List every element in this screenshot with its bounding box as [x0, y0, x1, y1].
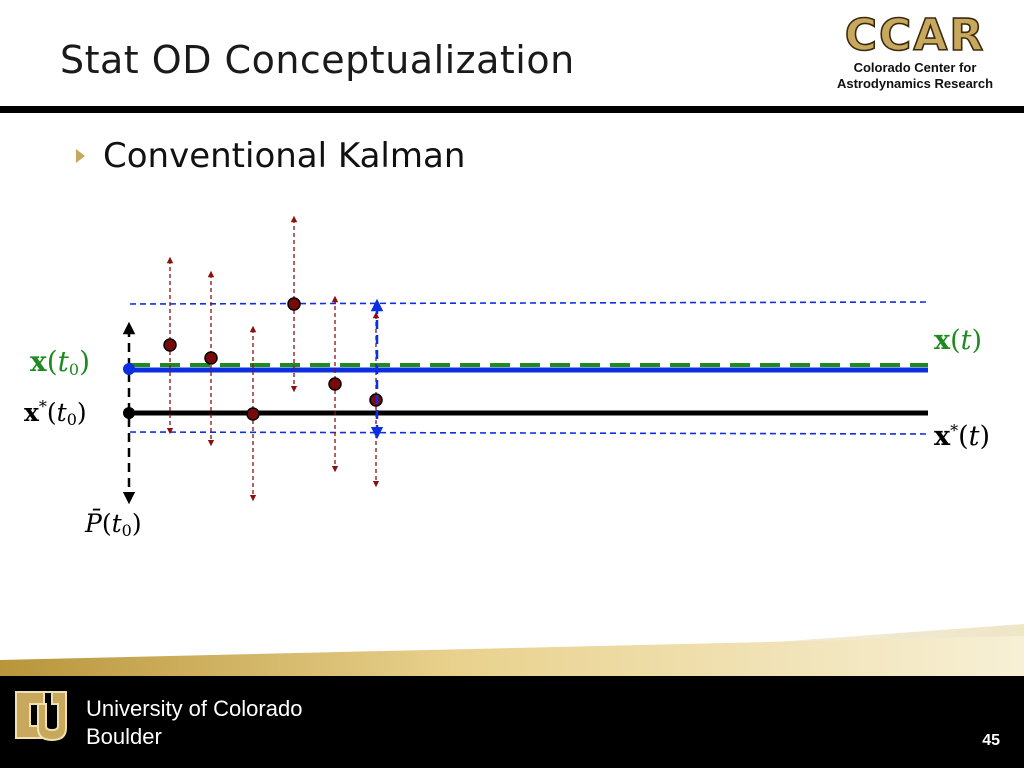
label-xstar-t: x*(t)	[934, 421, 991, 452]
ccar-logo-letters: CCAR	[844, 10, 986, 61]
footer-gold-band	[0, 624, 1024, 684]
label-xstar-t-sup: *	[950, 421, 959, 440]
observation-point	[246, 407, 260, 421]
label-pbar-t0-arg: t	[111, 509, 122, 538]
ccar-logo: CCAR Colorado Center for Astrodynamics R…	[820, 10, 1010, 92]
label-xstar-t0-sup: *	[38, 397, 47, 416]
label-pbar-t0-sub: 0	[121, 521, 132, 540]
label-x-t-symbol: x	[934, 325, 951, 356]
label-xstar-t0-arg: t	[56, 398, 67, 427]
label-xstar-t-symbol: x	[934, 421, 951, 452]
label-x-t-arg: t	[960, 325, 972, 356]
observations	[163, 215, 383, 502]
label-xstar-t0: x*(t0)	[24, 397, 87, 429]
label-pbar-t0: P̄(t0)	[85, 509, 142, 540]
observation-point	[163, 338, 177, 352]
kalman-diagram	[122, 215, 929, 505]
lower-covariance-bound	[129, 431, 929, 435]
university-name: University of Colorado Boulder	[86, 695, 386, 751]
estimate-initial-point	[123, 363, 135, 375]
cu-logo-icon	[15, 691, 67, 742]
bullet-item: Conventional Kalman	[76, 136, 465, 176]
reference-initial-point	[123, 407, 135, 419]
title-divider	[0, 106, 1024, 113]
footer-black-band	[0, 676, 1024, 768]
observation-point	[328, 377, 342, 391]
label-xstar-t0-sub: 0	[66, 410, 77, 429]
label-pbar-t0-symbol: P̄	[85, 509, 102, 538]
label-xstar-t-arg: t	[968, 421, 980, 452]
observation-point	[204, 351, 218, 365]
bullet-arrow-icon	[76, 149, 85, 163]
university-line1: University of Colorado	[86, 696, 303, 721]
ccar-logo-subtitle-line2: Astrodynamics Research	[836, 76, 994, 91]
label-x-t0-arg: t	[57, 345, 69, 378]
ccar-logo-subtitle-line1: Colorado Center for	[853, 60, 977, 75]
label-x-t0-sub: 0	[68, 360, 80, 379]
bullet-text: Conventional Kalman	[103, 136, 466, 176]
label-xstar-t0-symbol: x	[24, 398, 39, 427]
label-x-t0-symbol: x	[30, 345, 47, 378]
label-x-t0: x(t0)	[30, 345, 91, 379]
label-x-t: x(t)	[934, 325, 983, 356]
page-number: 45	[982, 732, 1000, 749]
university-line2: Boulder	[86, 724, 162, 749]
observation-point	[287, 297, 301, 311]
slide-title: Stat OD Conceptualization	[60, 38, 575, 82]
upper-covariance-bound	[129, 301, 929, 305]
